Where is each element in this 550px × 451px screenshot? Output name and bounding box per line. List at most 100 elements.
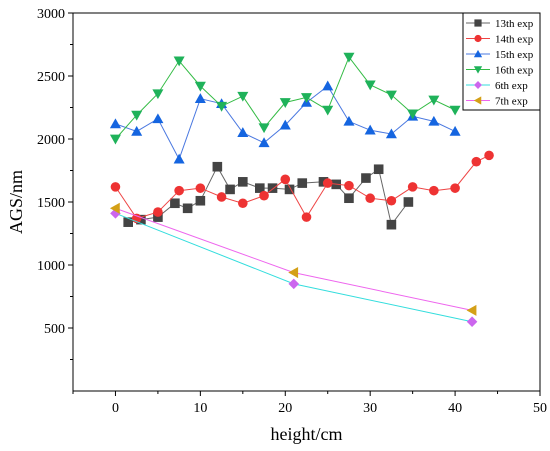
data-point	[131, 125, 143, 136]
legend-item: 16th exp	[466, 65, 534, 77]
data-point	[238, 198, 248, 209]
legend-marker	[474, 19, 482, 27]
data-point	[322, 80, 334, 91]
data-point	[344, 193, 354, 204]
x-tick-label: 50	[533, 401, 547, 416]
data-point	[216, 192, 227, 202]
data-point	[365, 193, 375, 204]
data-point	[258, 123, 270, 134]
legend-label: 15th exp	[495, 49, 534, 61]
data-point	[110, 182, 121, 192]
data-point	[386, 219, 397, 230]
x-axis-title: height/cm	[271, 424, 343, 444]
data-point	[364, 80, 376, 91]
data-point	[471, 156, 482, 167]
data-point	[364, 124, 376, 135]
data-point	[429, 185, 439, 196]
data-point	[255, 183, 265, 193]
data-point	[267, 183, 278, 193]
legend-item: 14th exp	[466, 34, 534, 46]
data-point	[300, 93, 313, 103]
data-point	[153, 207, 163, 217]
data-point	[195, 183, 206, 193]
legend: 13th exp 14th exp 15th exp 16th exp 6th exp 7…	[462, 12, 541, 111]
data-point	[297, 178, 308, 188]
legend-label: 6th exp	[495, 80, 528, 92]
data-point	[449, 125, 461, 136]
legend-item: 6th exp	[466, 80, 528, 92]
data-point	[170, 198, 180, 209]
data-point	[109, 118, 121, 129]
data-point	[194, 81, 206, 92]
data-point	[258, 137, 270, 148]
data-point	[237, 127, 249, 138]
legend-marker	[473, 96, 482, 105]
x-tick-label: 20	[278, 401, 292, 416]
data-point	[343, 115, 355, 126]
series-15th-exp	[109, 80, 461, 164]
data-point	[301, 212, 312, 222]
data-point	[288, 278, 300, 290]
data-point	[131, 110, 143, 121]
data-point	[322, 105, 334, 116]
x-tick-label: 10	[193, 401, 207, 416]
data-point	[322, 178, 333, 188]
data-point	[173, 56, 185, 67]
data-point	[153, 212, 163, 222]
legend-marker	[474, 81, 482, 89]
series-16th-exp	[109, 52, 461, 145]
data-point	[284, 184, 295, 195]
data-point	[182, 203, 193, 214]
data-point	[237, 91, 249, 102]
y-tick-label: 500	[44, 322, 65, 337]
data-point	[174, 185, 184, 196]
legend-label: 13th exp	[495, 18, 534, 30]
data-point	[407, 182, 418, 192]
data-point	[484, 150, 494, 161]
x-tick-label: 0	[112, 401, 119, 416]
data-point	[386, 195, 397, 206]
legend-label: 7th exp	[495, 96, 528, 108]
data-point	[109, 202, 120, 214]
y-axis-title: AGS/nm	[6, 170, 26, 234]
data-point	[373, 164, 384, 175]
data-point	[280, 174, 291, 185]
data-point	[385, 90, 397, 101]
data-point	[225, 184, 235, 195]
data-point	[450, 183, 460, 193]
data-point	[449, 105, 461, 116]
legend-item: 7th exp	[466, 96, 528, 108]
series-13th-exp	[123, 161, 414, 230]
data-point	[109, 134, 121, 145]
data-point	[194, 93, 206, 103]
x-tick-label: 40	[448, 401, 462, 416]
y-tick-label: 2500	[37, 70, 65, 85]
data-point	[288, 267, 299, 279]
data-point	[195, 195, 206, 206]
legend-marker	[474, 34, 482, 43]
y-tick-label: 1500	[37, 196, 65, 211]
legend-label: 16th exp	[495, 65, 534, 77]
data-point	[279, 119, 291, 130]
x-tick-label: 30	[363, 401, 377, 416]
y-tick-label: 2000	[37, 133, 65, 148]
legend-marker	[473, 66, 483, 74]
data-point	[428, 115, 440, 126]
y-tick-label: 1000	[37, 259, 65, 274]
data-point	[152, 113, 164, 124]
data-point	[152, 89, 164, 100]
legend-item: 15th exp	[466, 49, 534, 61]
data-point	[361, 173, 371, 183]
data-point	[403, 197, 414, 207]
data-point	[466, 304, 477, 316]
data-point	[343, 52, 355, 63]
legend-box	[462, 12, 541, 111]
series-line	[115, 207, 473, 311]
series-line	[115, 212, 473, 323]
data-point	[216, 101, 228, 112]
legend-label: 14th exp	[495, 34, 534, 46]
data-point	[259, 190, 269, 201]
data-point	[428, 95, 440, 106]
